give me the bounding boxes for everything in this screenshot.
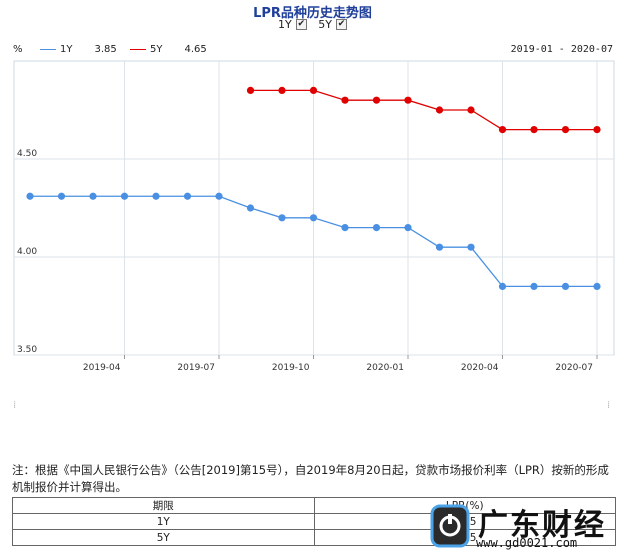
- data-point-1y: [435, 243, 444, 251]
- y-unit-label: %: [13, 44, 23, 55]
- data-point-5y: [561, 126, 570, 134]
- data-point-1y: [278, 214, 286, 222]
- data-point-1y: [404, 224, 412, 232]
- legend-name-5y: 5Y: [150, 44, 163, 55]
- data-point-1y: [89, 192, 97, 200]
- data-point-1y: [152, 192, 160, 200]
- x-tick-label: 2019-07: [177, 363, 215, 373]
- toggle-5y[interactable]: 5Y ✔: [318, 18, 347, 31]
- legend-value-1y: 3.85: [94, 44, 117, 55]
- data-point-5y: [246, 86, 255, 94]
- legend-value-5y: 4.65: [184, 44, 207, 55]
- data-point-5y: [309, 86, 318, 94]
- data-point-1y: [561, 282, 570, 290]
- watermark-name: 广东财经: [478, 508, 606, 543]
- data-point-5y: [498, 126, 507, 134]
- x-tick-label: 2019-10: [272, 363, 310, 373]
- x-tick-label: 2020-01: [366, 363, 404, 373]
- legend-item-1y: 1Y 3.85: [40, 44, 117, 55]
- date-range-label: 2019-01 - 2020-07: [510, 44, 613, 55]
- legend-line-1y: [40, 49, 56, 50]
- data-point-1y: [215, 192, 223, 200]
- watermark-url: www.gd0021.com: [476, 536, 578, 550]
- x-tick-label: 2020-07: [555, 363, 593, 373]
- y-tick-label: 4.00: [17, 247, 37, 257]
- data-point-5y: [278, 86, 286, 94]
- watermark-logo-icon: [430, 504, 470, 548]
- toggle-1y-label: 1Y: [278, 18, 292, 31]
- table-header-term: 期限: [12, 497, 315, 514]
- data-point-1y: [309, 214, 318, 222]
- data-point-1y: [120, 192, 129, 200]
- toggle-5y-checkbox[interactable]: ✔: [335, 19, 347, 30]
- y-tick-label: 3.50: [17, 345, 37, 355]
- watermark: 广东财经 www.gd0021.com: [426, 500, 625, 551]
- legend-row: % 1Y 3.85 5Y 4.65 2019-01 - 2020-07: [0, 44, 625, 58]
- data-point-5y: [404, 96, 412, 104]
- data-point-5y: [341, 96, 349, 104]
- toggle-1y-checkbox[interactable]: ✔: [295, 19, 307, 30]
- scroll-handle-right[interactable]: ⁞: [607, 400, 611, 411]
- table-cell-term: 1Y: [12, 513, 315, 530]
- data-point-1y: [341, 224, 349, 232]
- data-point-1y: [26, 192, 34, 200]
- series-line-5y: [250, 89, 597, 131]
- data-point-1y: [246, 204, 255, 212]
- toggle-1y[interactable]: 1Y ✔: [278, 18, 307, 31]
- data-point-1y: [593, 282, 601, 290]
- legend-name-1y: 1Y: [60, 44, 73, 55]
- x-tick-label: 2020-04: [461, 363, 499, 373]
- x-tick-label: 2019-04: [83, 363, 121, 373]
- legend-item-5y: 5Y 4.65: [130, 44, 207, 55]
- data-point-1y: [372, 224, 381, 232]
- data-point-1y: [498, 282, 507, 290]
- data-point-1y: [57, 192, 66, 200]
- toggle-5y-label: 5Y: [318, 18, 332, 31]
- lpr-line-chart: 3.50 4.00 4.50 2019-04 2019-07 2019-10 2020-01…: [13, 60, 615, 373]
- data-point-5y: [435, 106, 444, 114]
- legend-line-5y: [130, 49, 146, 50]
- data-point-1y: [530, 282, 538, 290]
- y-tick-label: 4.50: [17, 149, 37, 159]
- data-point-5y: [372, 96, 381, 104]
- scroll-handle-left[interactable]: ⁞: [13, 400, 17, 411]
- series-toggles: 1Y ✔ 5Y ✔: [0, 18, 625, 31]
- table-cell-term: 5Y: [12, 529, 315, 546]
- data-point-5y: [467, 106, 475, 114]
- data-point-1y: [183, 192, 192, 200]
- data-point-5y: [530, 126, 538, 134]
- footnote: 注：根据《中国人民银行公告》（公告[2019]第15号），自2019年8月20日…: [12, 463, 609, 494]
- chart-title: LPR品种历史走势图: [253, 6, 372, 21]
- data-point-1y: [467, 243, 475, 251]
- data-point-5y: [593, 126, 601, 134]
